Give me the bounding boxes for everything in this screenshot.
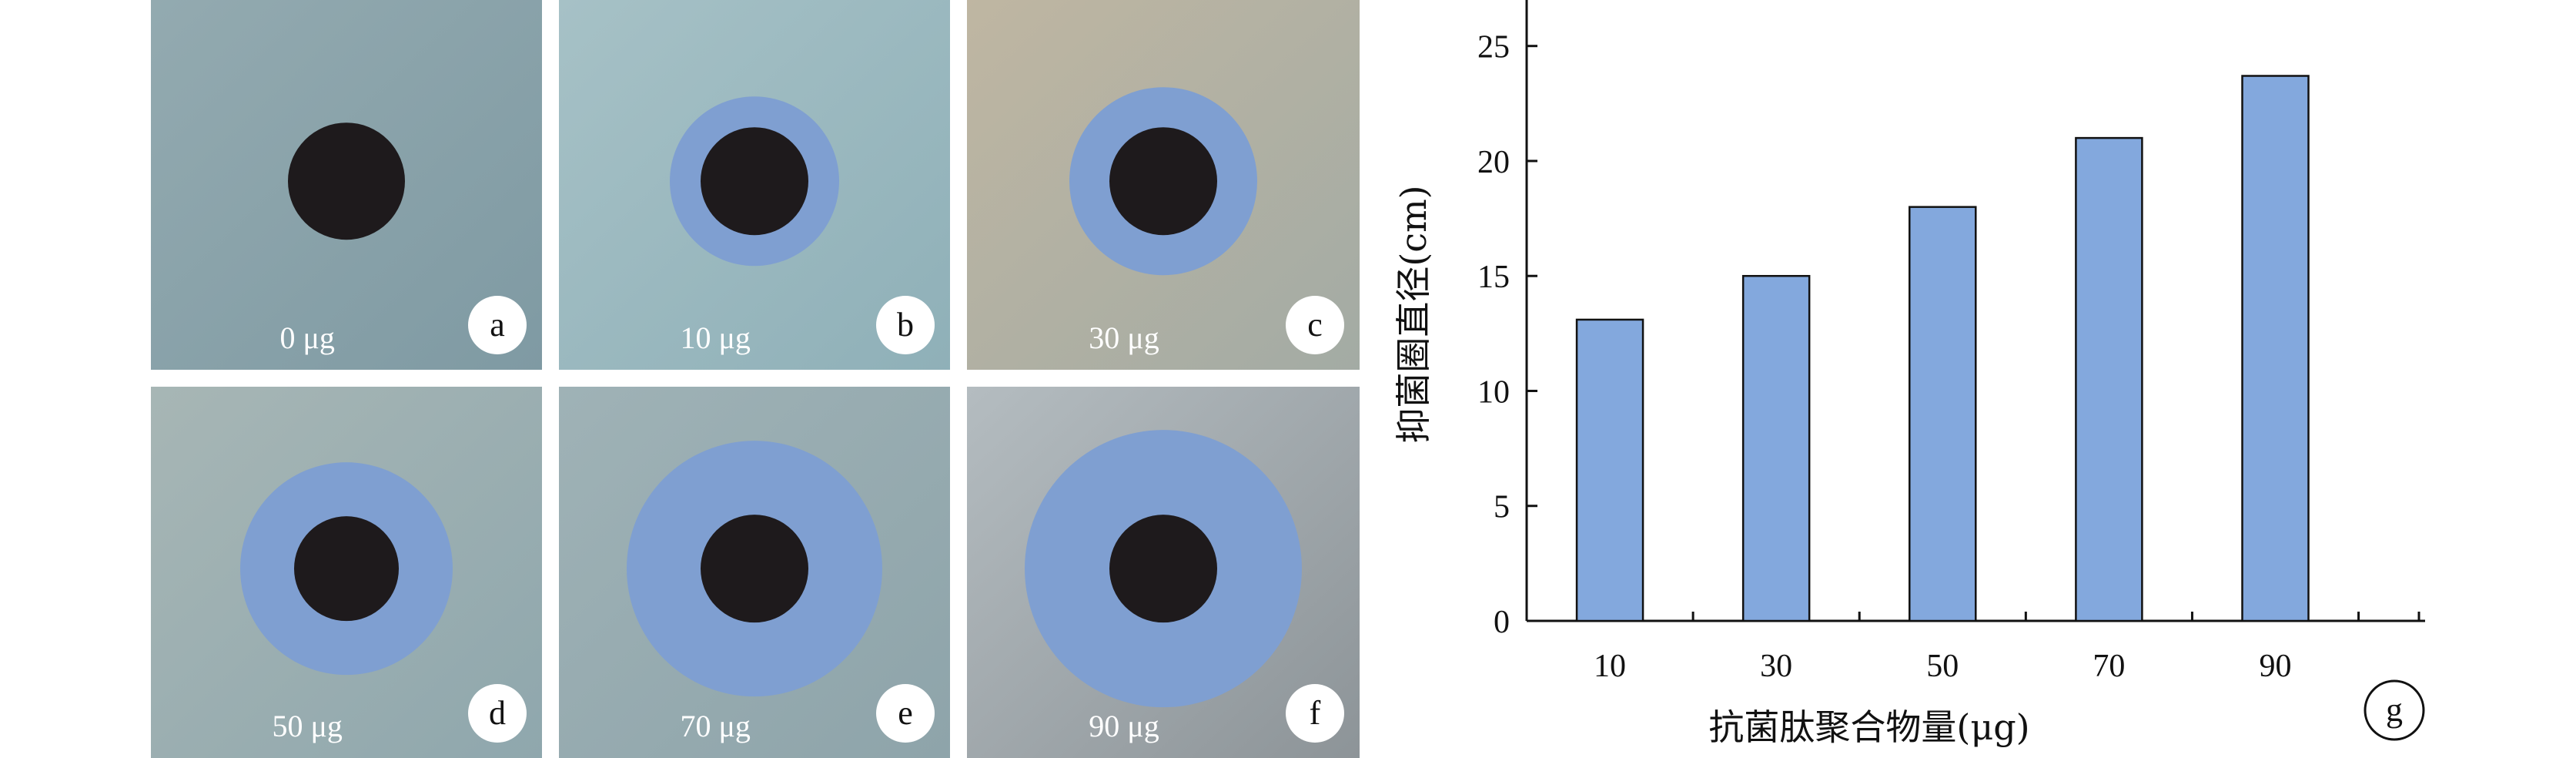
y-axis-title: 抑菌圈直径(cm) bbox=[1393, 185, 1434, 443]
dish-panel-b: 10 μg b bbox=[559, 0, 950, 370]
antibiotic-disc bbox=[288, 122, 405, 240]
dose-label: 70 μg bbox=[680, 709, 750, 743]
x-tick-label: 50 bbox=[1926, 649, 1959, 684]
panel-g-badge: g bbox=[2364, 679, 2425, 741]
dish-panel-a: 0 μg a bbox=[151, 0, 542, 370]
x-tick-label: 90 bbox=[2260, 649, 2292, 684]
x-axis-title: 抗菌肽聚合物量(μg) bbox=[1708, 706, 2029, 748]
dish-panel-c: 30 μg c bbox=[967, 0, 1360, 370]
bar-30 bbox=[1741, 274, 1811, 622]
dose-label: 90 μg bbox=[1089, 709, 1159, 743]
panel-letter: c bbox=[1307, 306, 1323, 344]
dish-photo-grid: 0 μg a 10 μg b 30 μg c 50 μg d 70 μg e 90 μg f bbox=[151, 0, 1360, 758]
panel-letter-badge bbox=[468, 684, 527, 743]
dose-label: 30 μg bbox=[1089, 320, 1159, 355]
y-tick-label: 5 bbox=[1494, 490, 1510, 525]
x-tick-label: 30 bbox=[1760, 649, 1792, 684]
antibiotic-disc bbox=[294, 516, 399, 622]
y-tick-label: 20 bbox=[1477, 145, 1510, 180]
panel-letter-badge bbox=[1286, 684, 1344, 743]
antibiotic-disc bbox=[701, 515, 808, 623]
bar-10 bbox=[1575, 318, 1644, 622]
panel-g-letter: g bbox=[2386, 691, 2403, 729]
x-tick-label: 70 bbox=[2093, 649, 2125, 684]
dish-panel-e: 70 μg e bbox=[559, 387, 950, 758]
y-tick-label: 25 bbox=[1477, 30, 1510, 65]
panel-letter-badge bbox=[1286, 296, 1344, 354]
antibiotic-disc bbox=[1109, 127, 1217, 236]
panel-g-badge-circle bbox=[2364, 679, 2425, 741]
dose-label: 0 μg bbox=[279, 320, 334, 355]
antibiotic-disc bbox=[701, 127, 808, 236]
panel-letter: e bbox=[898, 694, 913, 732]
panel-letter-badge bbox=[468, 296, 527, 354]
x-tick-label: 10 bbox=[1594, 649, 1626, 684]
panel-letter: d bbox=[489, 694, 506, 732]
panel-letter: f bbox=[1310, 694, 1321, 732]
y-tick-label: 10 bbox=[1477, 374, 1510, 410]
bar-70 bbox=[2075, 136, 2143, 622]
bar-50 bbox=[1909, 206, 1977, 622]
y-tick-label: 0 bbox=[1494, 605, 1510, 640]
dose-label: 10 μg bbox=[680, 320, 750, 355]
panel-letter: a bbox=[490, 306, 505, 344]
antibiotic-disc bbox=[1109, 515, 1217, 623]
panel-letter-badge bbox=[876, 684, 935, 743]
dish-panel-d: 50 μg d bbox=[151, 387, 542, 758]
y-tick-label: 15 bbox=[1477, 260, 1510, 295]
panel-letter: b bbox=[897, 306, 914, 344]
dish-panel-f: 90 μg f bbox=[967, 387, 1360, 758]
bar-90 bbox=[2241, 75, 2310, 622]
panel-letter-badge bbox=[876, 296, 935, 354]
dose-label: 50 μg bbox=[272, 709, 342, 743]
